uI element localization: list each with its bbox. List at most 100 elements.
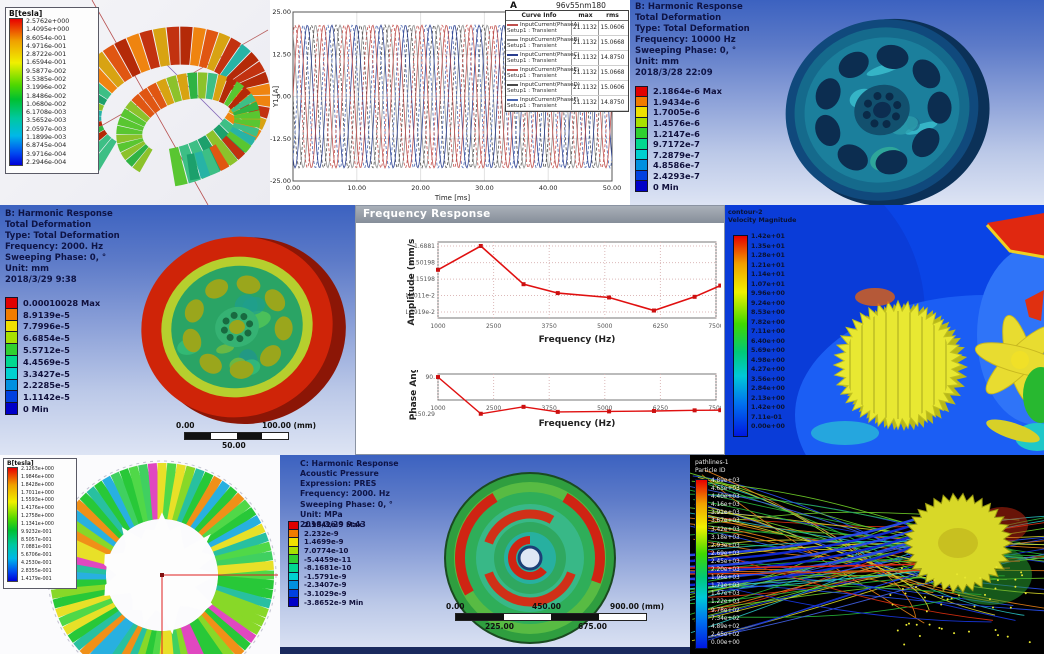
curve-max: 21.1132 [572, 21, 599, 35]
colorbar-row: -3.1029e-9 [288, 589, 363, 599]
contour-title: contour-2 Velocity Magnitude [728, 209, 796, 225]
legend-value: 1.0680e-002 [26, 100, 67, 108]
colorbar-chip [635, 128, 648, 139]
legend-value: 1.6594e-001 [26, 59, 67, 67]
colorbar-chip [288, 529, 299, 539]
pressure-colorbar: 2.9942e-9 Max 2.232e-9 1.4699e-9 7.0774e… [288, 521, 363, 607]
colorbar-value: 9.24e+00 [751, 299, 785, 307]
colorbar-value: 4.27e+00 [751, 366, 785, 373]
curve-name: InputCurrent(PhaseA) [520, 22, 580, 28]
legend-value: 6.8745e-004 [26, 142, 67, 150]
col-curve-info: Curve Info [521, 12, 557, 19]
legend-value: 4.2530e-001 [21, 561, 52, 567]
window-title: Frequency Response [363, 208, 491, 220]
panel-acoustic-pressure: C: Harmonic Response Acoustic Pressure Exp… [280, 455, 690, 654]
legend-value: 1.8486e-002 [26, 92, 67, 100]
colorbar-value: 1.71e+03 [711, 583, 740, 590]
colorbar-value: 4.98e+00 [751, 356, 785, 364]
colorbar-label: 8.9139e-5 [23, 309, 70, 320]
legend-value: 5.6706e-001 [21, 553, 52, 559]
ruler-right-label: 100.00 (mm) [262, 421, 317, 430]
colorbar-label: 2.1864e-6 Max [653, 86, 722, 97]
result-info-line: Type: Total Deformation [5, 231, 120, 242]
colorbar-value: 4.40e+03 [711, 494, 740, 501]
colorbar-row: 4.4569e-5 [5, 355, 100, 368]
colorbar-value: 1.14e+01 [751, 271, 785, 278]
result-info-line: Sweeping Phase: 0, ° [300, 499, 393, 509]
colorbar-value: 9.78e+02 [711, 607, 740, 614]
curve-name: InputCurrent(PhaseF) [520, 97, 579, 103]
colorbar-row: -1.5791e-9 [288, 572, 363, 582]
curve-name: InputCurrent(PhaseB) [520, 37, 580, 43]
legend-value: 1.4095e+000 [26, 26, 70, 34]
ruler-right-label: 900.00 (mm) [610, 602, 665, 611]
colorbar-value: 4.65e+03 [711, 486, 740, 493]
colorbar-chip [635, 86, 648, 97]
colorbar-label: 1.1142e-5 [23, 392, 70, 403]
svg-text:Frequency (Hz): Frequency (Hz) [539, 335, 616, 345]
velocity-colorbar [733, 235, 748, 437]
colorbar-chip [635, 107, 648, 118]
colorbar-row: 1.9434e-6 [635, 96, 722, 108]
result-info-line: B: Harmonic Response [635, 2, 743, 12]
curve-table-rows: InputCurrent(PhaseA) Setup1 : Transient … [506, 21, 628, 111]
legend-value: 8.6054e-001 [26, 34, 67, 42]
colorbar-chip [5, 297, 18, 309]
colorbar-row: 5.5712e-5 [5, 344, 100, 356]
colorbar-value: 1.28e+01 [751, 252, 785, 259]
colorbar-row: 7.2879e-7 [635, 149, 722, 161]
result-info-line: Frequency: 2000. Hz [5, 242, 104, 253]
curve-rms: 15.0606 [600, 25, 625, 31]
result-info-line: Sweeping Phase: 0, ° [635, 46, 737, 57]
plot-title: A [510, 1, 517, 11]
window-title-bar[interactable]: Frequency Response [356, 206, 724, 223]
ruler-q3-label: 675.00 [578, 622, 607, 631]
curve-table-row: InputCurrent(PhaseC) Setup1 : Transient … [506, 51, 628, 66]
curve-color-sample [507, 54, 518, 56]
ruler-left-label: 0.00 [446, 602, 465, 611]
result-info-line: Frequency: 10000 Hz [635, 35, 736, 46]
colorbar-value: 3.67e+03 [711, 518, 740, 525]
panel-cfd-velocity-contour: contour-2 Velocity Magnitude 1.42e+01 1.35… [725, 205, 1044, 455]
colorbar-label: 2.9942e-9 Max [304, 521, 363, 530]
result-info-text: C: Harmonic Response Acoustic Pressure Exp… [300, 459, 399, 530]
legend-value: 1.2758e+000 [21, 514, 54, 520]
legend-value: 8.5057e-001 [21, 537, 52, 543]
svg-text:50.00: 50.00 [603, 184, 622, 192]
colorbar-chip [5, 308, 18, 321]
deformed-wheel-graphic [785, 18, 990, 205]
curve-color-sample [507, 99, 518, 101]
colorbar-value: 2.45e+02 [711, 631, 740, 638]
cfd-contour-graphic [725, 205, 1044, 455]
svg-text:20.00: 20.00 [411, 184, 430, 192]
window-bottom-edge [280, 647, 690, 654]
colorbar-chip [288, 546, 299, 556]
result-info-line: 2018/3/29 9:38 [5, 275, 77, 286]
colorbar-value: 0.00e+00 [751, 423, 785, 430]
colorbar-value: 4.89e+02 [711, 623, 740, 630]
colorbar-row: 1.4699e-9 [288, 538, 363, 547]
colorbar-row: 8.9139e-5 [5, 308, 100, 321]
particle-id-values: 4.89e+03 4.65e+03 4.40e+03 4.16e+03 3.91e+03… [711, 477, 740, 647]
legend-value: 9.5877e-002 [26, 67, 67, 75]
ruler-midtop-label: 450.00 [532, 602, 561, 611]
colorbar-value: 3.56e+00 [751, 375, 785, 383]
colorbar-value: 1.42e+00 [751, 404, 785, 411]
colorbar-row: 7.7996e-5 [5, 320, 100, 333]
colorbar-chip [5, 332, 18, 345]
colorbar-value: 2.20e+03 [711, 567, 740, 574]
colorbar-label: 2.232e-9 [304, 529, 339, 538]
colorbar-value: 1.96e+03 [711, 575, 740, 582]
deformation-colorbar: 2.1864e-6 Max 1.9434e-6 1.7005e-6 1.4576… [635, 86, 722, 192]
curve-table-row: InputCurrent(PhaseB) Setup1 : Transient … [506, 36, 628, 51]
svg-text:25.00: 25.00 [272, 8, 291, 16]
result-info-line: Unit: MPa [300, 509, 343, 519]
field-legend: B[tesla] 2.1263e+000 1.9846e+000 1.8428e+0… [3, 458, 77, 589]
colorbar-value: 7.11e+00 [751, 328, 785, 335]
colorbar-value: 1.47e+03 [711, 591, 740, 598]
pathlines-title-line: Particle ID [695, 466, 726, 474]
result-info-line: Type: Total Deformation [635, 24, 750, 35]
svg-text:90.: 90. [425, 374, 435, 381]
colorbar-chip [635, 160, 648, 171]
colorbar-chip [288, 563, 299, 573]
